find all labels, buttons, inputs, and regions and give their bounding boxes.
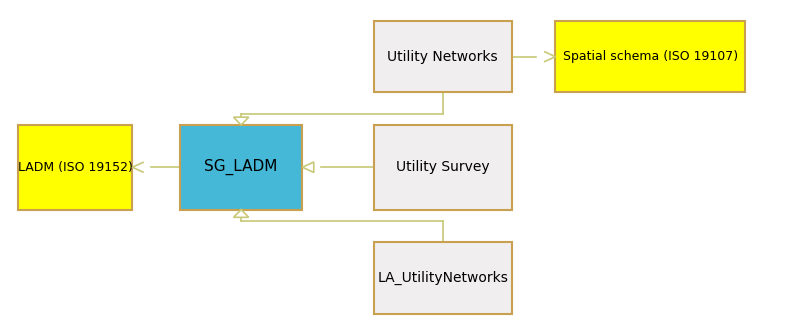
- Text: SG_LADM: SG_LADM: [204, 159, 278, 175]
- Polygon shape: [233, 117, 249, 125]
- Text: Utility Networks: Utility Networks: [387, 50, 498, 64]
- FancyBboxPatch shape: [373, 21, 512, 92]
- FancyBboxPatch shape: [17, 125, 133, 210]
- Text: LADM (ISO 19152): LADM (ISO 19152): [17, 161, 133, 174]
- Text: Utility Survey: Utility Survey: [396, 160, 490, 174]
- FancyBboxPatch shape: [179, 125, 303, 210]
- FancyBboxPatch shape: [555, 21, 745, 92]
- FancyBboxPatch shape: [373, 242, 512, 314]
- Polygon shape: [233, 210, 249, 217]
- FancyBboxPatch shape: [373, 125, 512, 210]
- Polygon shape: [303, 162, 314, 173]
- Text: LA_UtilityNetworks: LA_UtilityNetworks: [377, 271, 508, 285]
- Text: Spatial schema (ISO 19107): Spatial schema (ISO 19107): [563, 50, 738, 63]
